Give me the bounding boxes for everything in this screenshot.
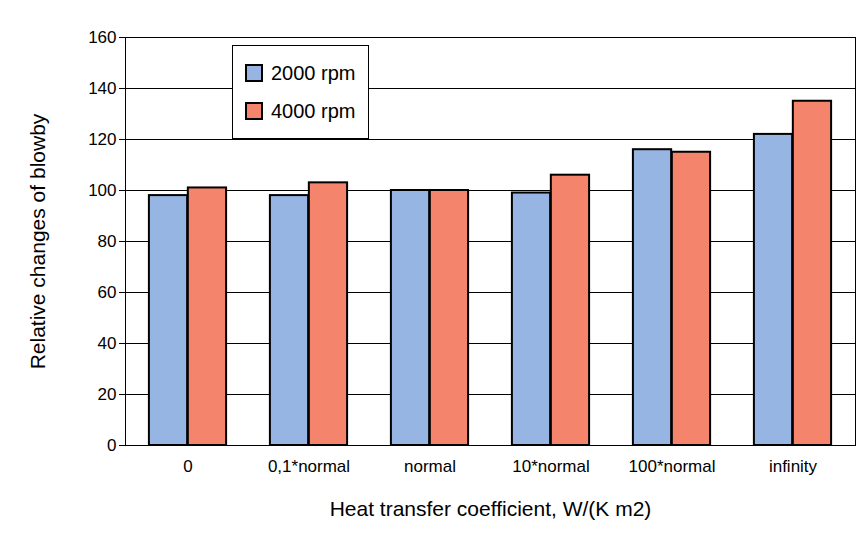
svg-text:0: 0 (107, 436, 116, 455)
svg-text:10*normal: 10*normal (512, 457, 590, 476)
html-text:2000 rpm: 2000 rpm (271, 62, 356, 84)
svg-text:Relative changes of blowby: Relative changes of blowby (26, 113, 49, 369)
svg-text:40: 40 (98, 334, 117, 353)
svg-text:infinity: infinity (769, 457, 818, 476)
svg-text:normal: normal (404, 457, 456, 476)
svg-text:20: 20 (98, 385, 117, 404)
svg-text:100*normal: 100*normal (629, 457, 716, 476)
svg-text:0,1*normal: 0,1*normal (268, 457, 350, 476)
svg-text:0: 0 (183, 457, 192, 476)
svg-text:160: 160 (88, 28, 116, 47)
svg-text:80: 80 (98, 232, 117, 251)
html-text:4000 rpm: 4000 rpm (271, 100, 356, 122)
svg-text:60: 60 (98, 283, 117, 302)
svg-text:Heat transfer coefficient, W/(: Heat transfer coefficient, W/(K m2) (330, 497, 652, 520)
svg-text:140: 140 (88, 79, 116, 98)
svg-text:120: 120 (88, 130, 116, 149)
svg-text:100: 100 (88, 181, 116, 200)
